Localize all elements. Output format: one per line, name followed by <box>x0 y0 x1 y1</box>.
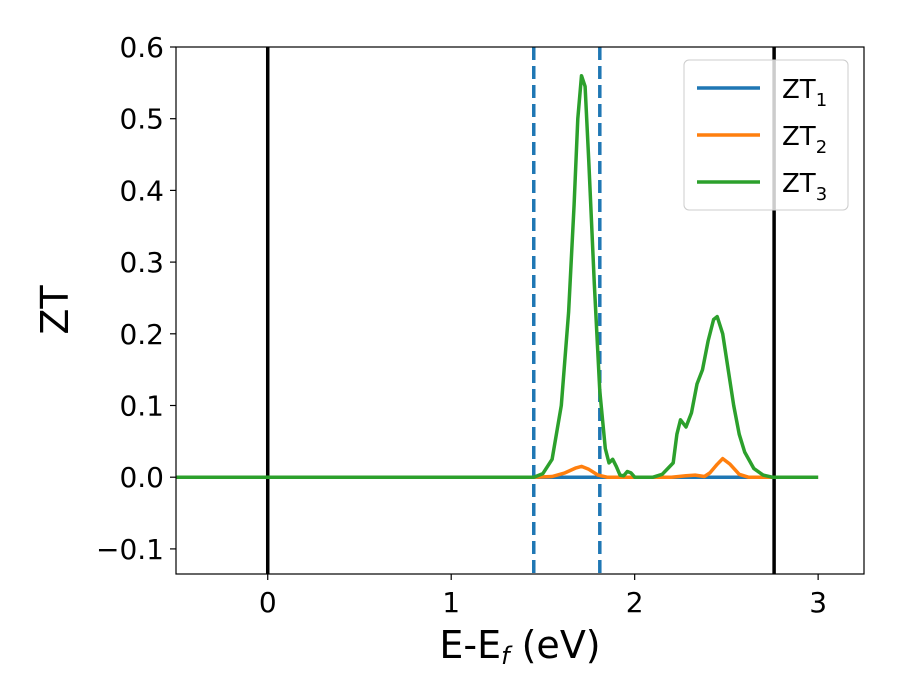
x-axis-label: E-Ef (eV) <box>439 623 600 670</box>
x-tick-label: 2 <box>626 586 644 619</box>
y-tick-label: 0.4 <box>119 174 164 207</box>
series-lines <box>176 73 819 479</box>
x-tick-label: 1 <box>442 586 460 619</box>
x-tick-label: 0 <box>259 586 277 619</box>
plot-frame <box>175 46 865 575</box>
y-tick-label: 0.2 <box>119 318 164 351</box>
legend-label-2: ZT2 <box>782 122 827 158</box>
y-tick-label: −0.1 <box>96 533 164 566</box>
legend-box <box>683 59 849 211</box>
series-line-2 <box>176 456 819 479</box>
series-line-3 <box>176 73 819 479</box>
x-axis: 0 1 2 3 <box>259 574 827 619</box>
y-tick-label: 0.0 <box>119 461 164 494</box>
x-tick-label: 3 <box>809 586 827 619</box>
y-axis-label: ZT <box>33 285 77 335</box>
legend-label-3: ZT3 <box>782 169 827 205</box>
legend: ZT1 ZT2 ZT3 <box>683 59 849 211</box>
y-tick-label: 0.6 <box>119 31 164 64</box>
y-axis: −0.1 0.0 0.1 0.2 0.3 0.4 0.5 0.6 <box>96 31 176 566</box>
y-tick-label: 0.3 <box>119 246 164 279</box>
y-tick-label: 0.5 <box>119 103 164 136</box>
legend-label-1: ZT1 <box>782 75 827 111</box>
y-tick-label: 0.1 <box>119 390 164 423</box>
